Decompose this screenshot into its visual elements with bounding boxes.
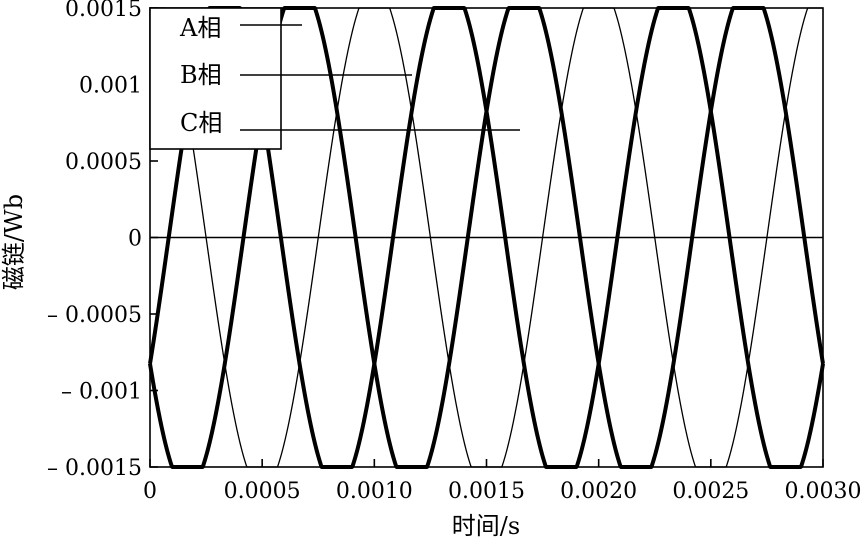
y-tick-label: 0.0005 <box>65 150 142 175</box>
y-tick-label: – 0.001 <box>61 380 142 405</box>
y-tick-label: 0.001 <box>79 74 142 99</box>
y-tick-label: 0 <box>128 227 142 252</box>
x-tick-label: 0.0005 <box>224 479 301 504</box>
legend: A相 B相 C相 <box>149 7 520 150</box>
y-axis-title: 磁链/Wb <box>0 194 28 290</box>
x-tick-label: 0.0015 <box>448 479 525 504</box>
x-axis-title: 时间/s <box>452 512 520 540</box>
y-tick-label: – 0.0005 <box>47 303 142 328</box>
tick-layer: 0 0.0005 0.0010 0.0015 0.0020 0.0025 0.00300.0… <box>47 0 861 504</box>
y-tick-label: – 0.0015 <box>47 456 142 481</box>
x-tick-label: 0.0030 <box>785 479 862 504</box>
legend-label-b: B相 <box>180 61 222 89</box>
legend-label-a: A相 <box>179 14 221 42</box>
legend-box <box>149 7 282 150</box>
legend-label-c: C相 <box>180 109 222 137</box>
y-tick-label: 0.0015 <box>65 0 142 22</box>
x-tick-label: 0.0010 <box>336 479 413 504</box>
x-tick-label: 0 <box>143 479 157 504</box>
x-tick-label: 0.0020 <box>560 479 637 504</box>
x-tick-label: 0.0025 <box>672 479 749 504</box>
